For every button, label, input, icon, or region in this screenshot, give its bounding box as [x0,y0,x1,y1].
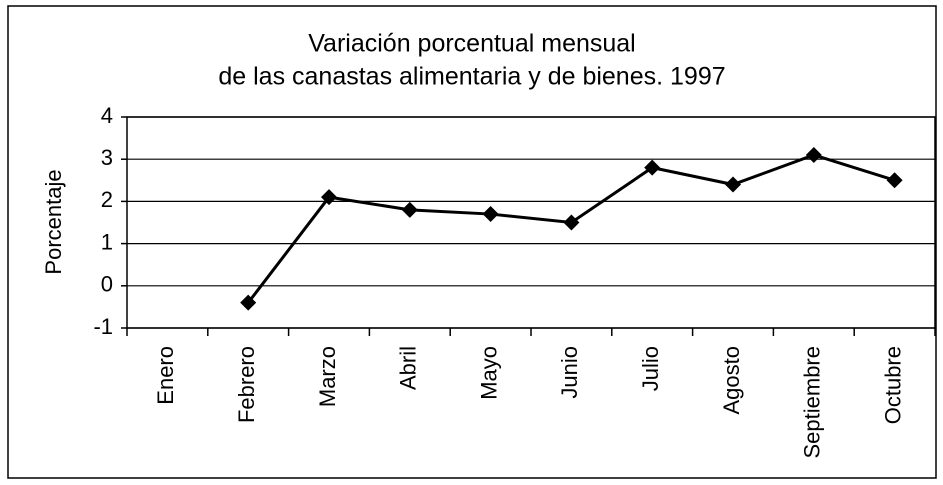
frame [7,5,937,479]
x-tick-label: Marzo [315,346,340,407]
marker [321,189,337,206]
x-tick-label: Junio [557,346,582,399]
marker [644,159,661,176]
x-tick-label: Julio [638,346,663,391]
y-tick-label: 1 [101,229,113,254]
x-tick-label: Mayo [476,346,501,400]
y-tick-label: 3 [101,145,113,170]
y-tick-label: 2 [101,187,113,212]
x-tick-label: Febrero [234,346,259,423]
chart-title: Variación porcentual mensual [308,30,636,58]
marker [401,201,418,218]
y-tick-label: -1 [93,314,113,339]
x-tick-label: Septiembre [800,346,825,459]
y-axis-label: Porcentaje [41,169,66,274]
x-tick-label: Agosto [719,346,744,415]
chart-title: de las canastas alimentaria y de bienes.… [218,63,725,91]
y-tick-label: 4 [101,103,113,128]
marker [482,206,499,223]
marker [240,294,257,311]
y-tick-label: 0 [101,272,113,297]
x-tick-label: Abril [396,346,421,390]
marker [886,172,903,189]
x-tick-label: Octubre [880,346,905,424]
marker [563,214,580,231]
marker [725,176,741,193]
marker [805,146,822,163]
x-tick-label: Enero [153,346,178,405]
